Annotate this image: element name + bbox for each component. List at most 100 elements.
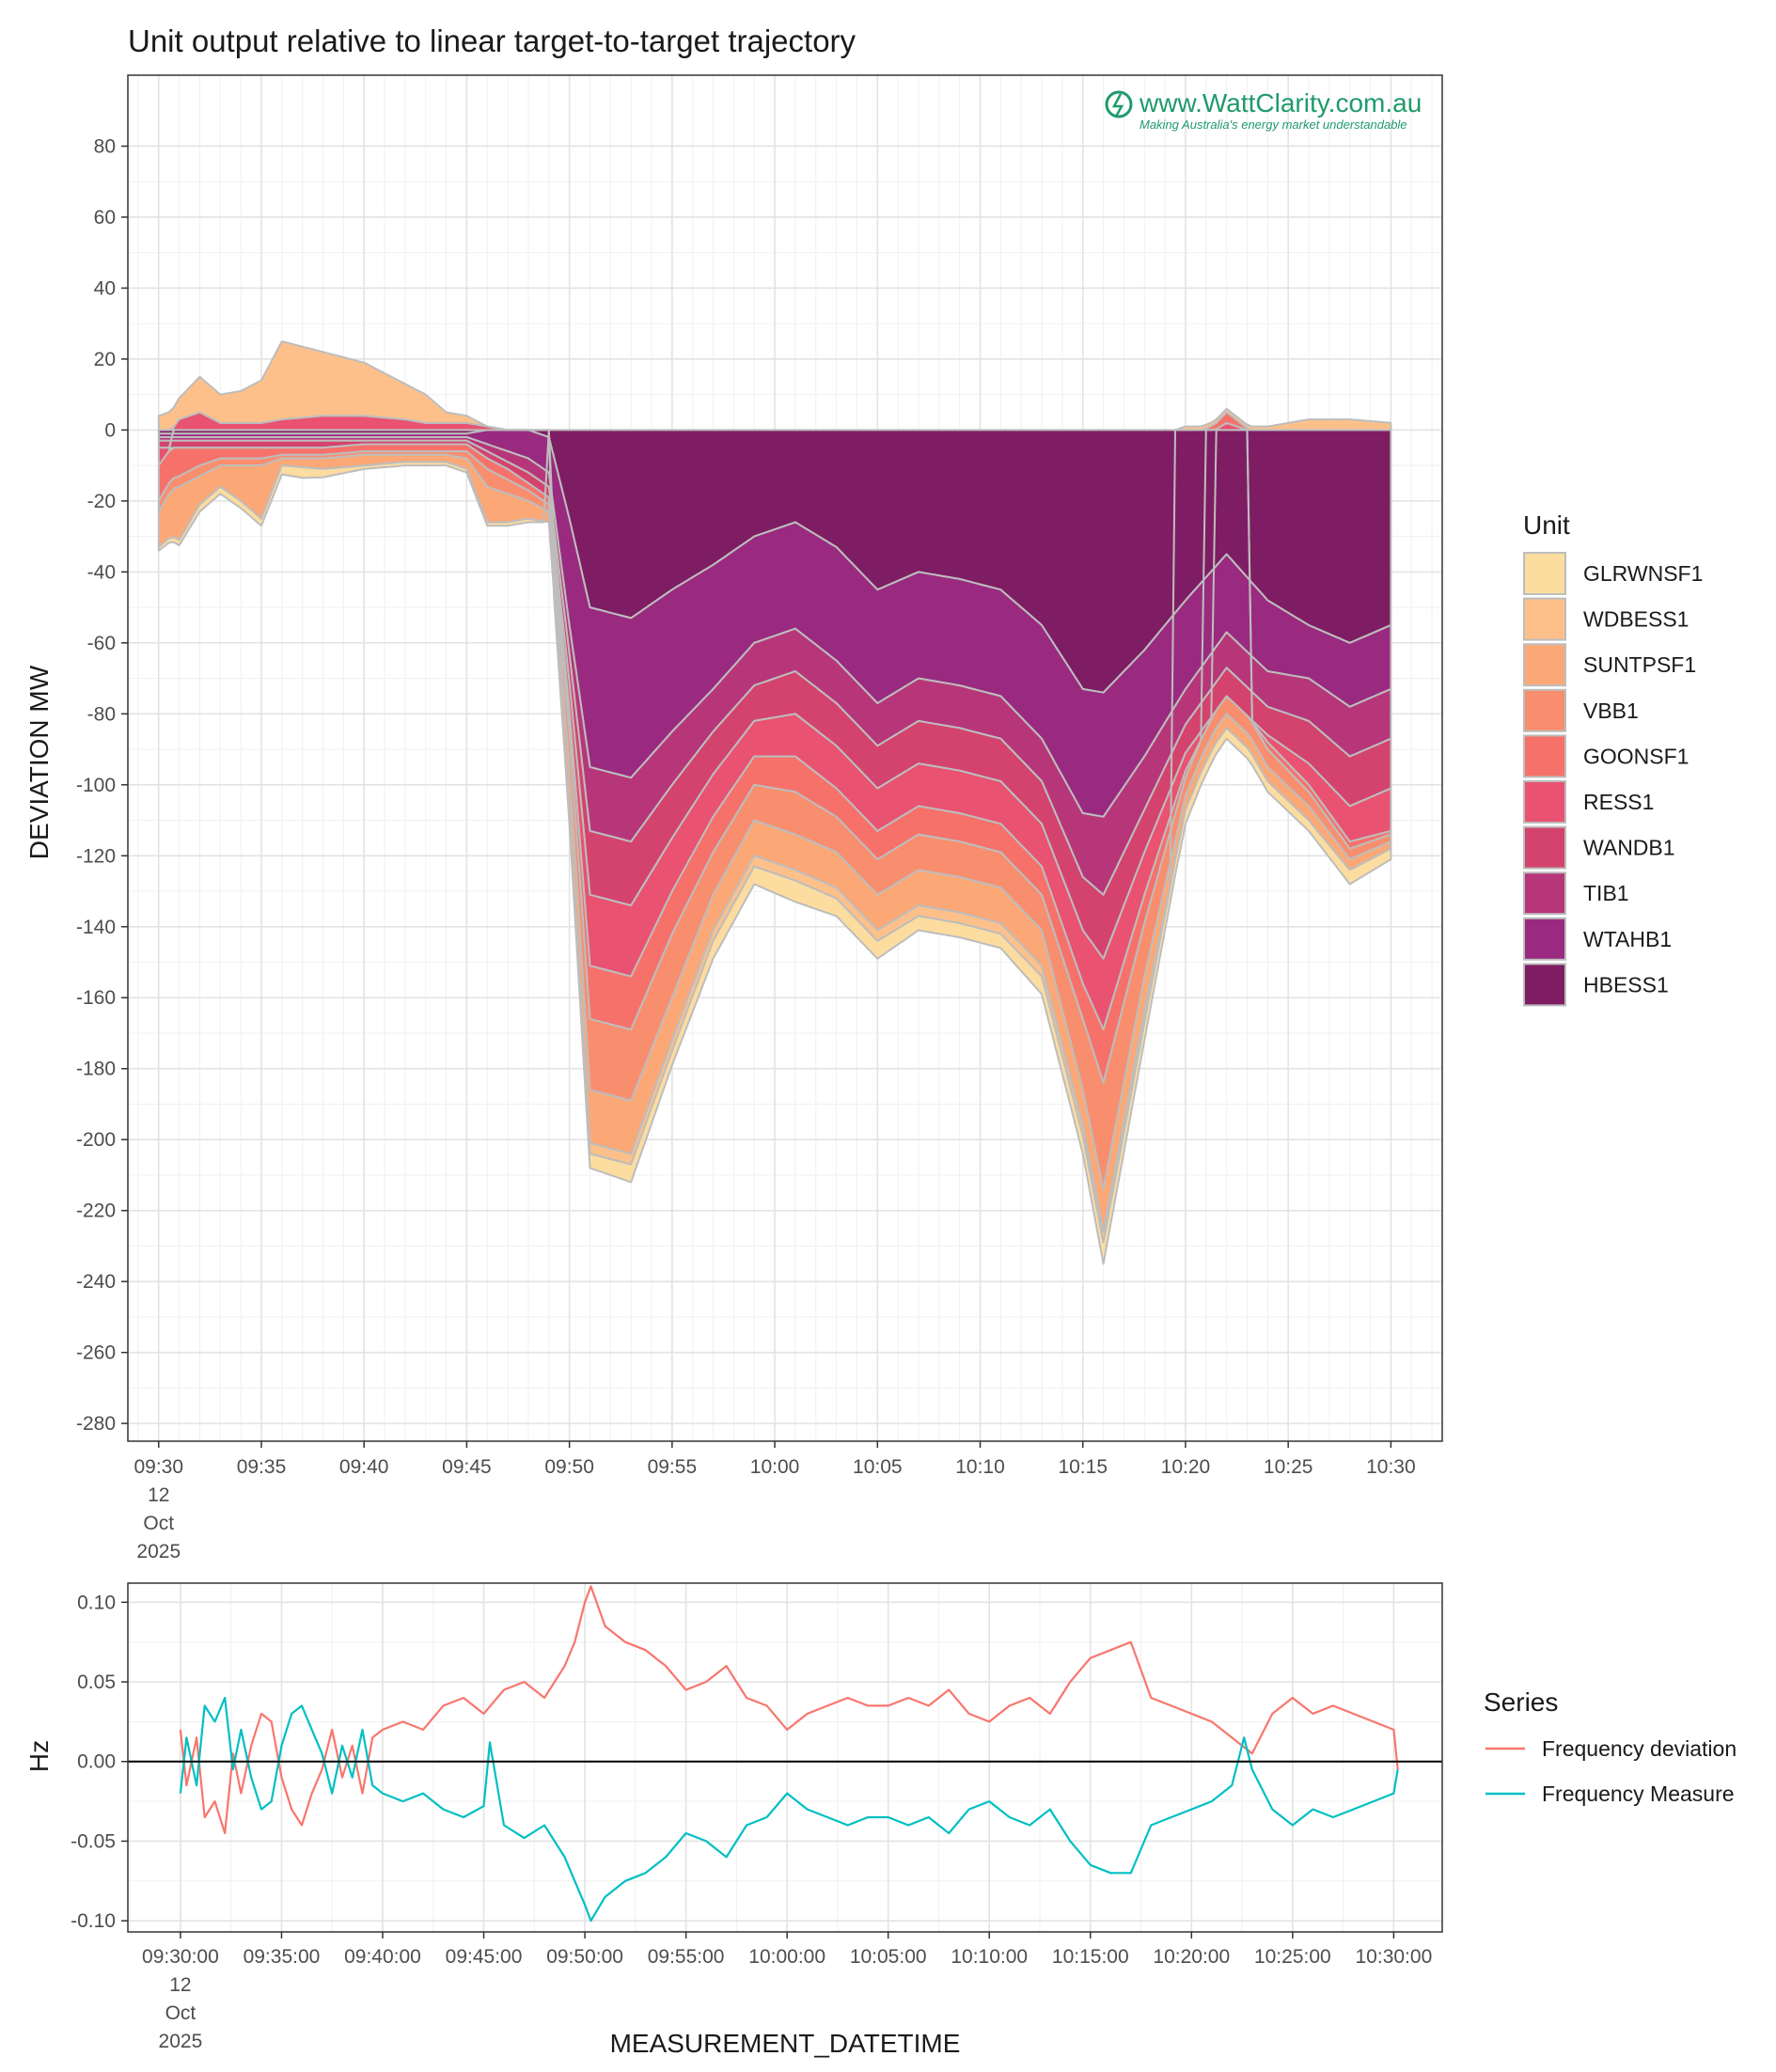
legend-key-glrwnsf1 <box>1523 552 1566 595</box>
top-x-tick-label: 10:15 <box>1058 1456 1108 1478</box>
bottom-x-tick-label: 10:10:00 <box>951 1946 1028 1968</box>
legend-label-vbb1: VBB1 <box>1583 699 1639 723</box>
legend-label-hbess1: HBESS1 <box>1583 972 1669 997</box>
bottom-x-tick-label: 10:20:00 <box>1153 1946 1230 1968</box>
bottom-date-line: Oct <box>165 2002 196 2024</box>
bottom-panel-border <box>127 1582 1443 1933</box>
bottom-y-tick-label: -0.05 <box>71 1830 116 1852</box>
watermark-bulb-icon <box>1105 90 1133 118</box>
unit-legend: GLRWNSF1 WDBESS1 SUNTPSF1 VBB1 GOONSF1 RESS1 W… <box>1523 552 1703 1007</box>
bottom-lines <box>128 1585 1442 1923</box>
bottom-x-tick-label: 10:15:00 <box>1052 1946 1129 1968</box>
top-x-tick-label: 10:20 <box>1161 1456 1211 1478</box>
bottom-x-axis-title: MEASUREMENT_DATETIME <box>610 2029 961 2058</box>
line-frequency-deviation <box>179 1585 1399 1835</box>
legend-key-ress1 <box>1523 780 1566 824</box>
bottom-x-tick-label: 09:50:00 <box>546 1946 623 1968</box>
top-y-tick-label: -20 <box>87 491 116 512</box>
top-y-tick-label: 60 <box>94 207 116 228</box>
bottom-y-tick-label: 0.05 <box>77 1672 116 1693</box>
top-x-tick-label: 10:05 <box>853 1456 903 1478</box>
watermark: www.WattClarity.com.au Making Australia'… <box>1105 88 1422 132</box>
legend-key-tib1 <box>1523 871 1566 916</box>
bottom-x-tick-label: 10:30:00 <box>1356 1946 1433 1968</box>
top-y-tick-label: -280 <box>76 1413 116 1435</box>
legend-key-goonsf1 <box>1523 734 1566 778</box>
top-date-line: Oct <box>143 1513 174 1534</box>
bottom-date-line: 12 <box>169 1974 191 1996</box>
top-y-tick-label: -220 <box>76 1201 116 1222</box>
legend-label-frequency-measure: Frequency Measure <box>1542 1782 1735 1806</box>
top-y-tick-label: -160 <box>76 987 116 1009</box>
bottom-y-axis-ticks: 0.10 0.05 0.00 -0.05 -0.10 <box>71 1592 128 1932</box>
legend-key-wdbess1 <box>1523 597 1566 641</box>
bottom-x-tick-label: 09:45:00 <box>446 1946 523 1968</box>
top-y-tick-label: 20 <box>94 349 116 370</box>
bottom-x-tick-label: 09:35:00 <box>244 1946 321 1968</box>
top-y-tick-label: 40 <box>94 277 116 299</box>
top-y-tick-label: -120 <box>76 845 116 867</box>
top-x-tick-label: 09:50 <box>544 1456 594 1478</box>
chart-title: Unit output relative to linear target-to… <box>128 24 857 58</box>
top-x-tick-label: 09:35 <box>237 1456 287 1478</box>
bottom-x-axis-ticks: 09:30:00 09:35:00 09:40:00 09:45:00 09:50:00… <box>142 1932 1432 1968</box>
top-y-tick-label: -100 <box>76 775 116 796</box>
series-legend: Frequency deviation Frequency Measure <box>1485 1736 1737 1806</box>
legend-label-wtahb1: WTAHB1 <box>1583 927 1672 951</box>
top-y-tick-label: 80 <box>94 135 116 157</box>
top-x-tick-label: 10:10 <box>955 1456 1005 1478</box>
top-stacked-areas <box>157 340 1392 1265</box>
top-y-axis-ticks: 80 60 40 20 0 -20 -40 -60 -80 -100 -120 -140 -160 -18… <box>76 135 128 1435</box>
legend-key-hbess1 <box>1523 963 1566 1007</box>
top-date-label: 12 Oct 2025 <box>136 1484 181 1562</box>
top-y-tick-label: -260 <box>76 1342 116 1364</box>
area-glrwnsf1 <box>157 429 1392 1265</box>
top-date-line: 2025 <box>136 1541 181 1562</box>
watermark-tagline: Making Australia's energy market underst… <box>1139 118 1407 132</box>
top-date-line: 12 <box>148 1484 169 1506</box>
top-y-tick-label: -240 <box>76 1271 116 1293</box>
legend-label-wdbess1: WDBESS1 <box>1583 607 1689 632</box>
legend-label-glrwnsf1: GLRWNSF1 <box>1583 561 1703 586</box>
top-x-tick-label: 10:30 <box>1366 1456 1416 1478</box>
line-frequency-measure <box>179 1696 1399 1923</box>
top-x-tick-label: 10:00 <box>750 1456 800 1478</box>
legend-label-tib1: TIB1 <box>1583 881 1629 905</box>
top-x-axis-ticks: 09:30 09:35 09:40 09:45 09:50 09:55 10:00 10:05… <box>134 1441 1416 1478</box>
legend-label-wandb1: WANDB1 <box>1583 836 1675 860</box>
legend-key-suntpsf1 <box>1523 643 1566 687</box>
top-x-tick-label: 09:30 <box>134 1456 183 1478</box>
bottom-y-tick-label: 0.10 <box>77 1592 116 1613</box>
top-x-tick-label: 09:40 <box>339 1456 389 1478</box>
bottom-y-axis-title: Hz <box>24 1740 54 1772</box>
top-y-tick-label: -200 <box>76 1129 116 1151</box>
bottom-date-line: 2025 <box>159 2031 203 2052</box>
top-x-tick-label: 09:45 <box>442 1456 492 1478</box>
top-y-axis-title: DEVIATION MW <box>24 665 54 859</box>
bottom-x-tick-label: 09:30:00 <box>142 1946 219 1968</box>
legend-key-wandb1 <box>1523 825 1566 870</box>
bottom-x-tick-label: 09:55:00 <box>648 1946 725 1968</box>
bottom-date-label: 12 Oct 2025 <box>159 1974 203 2052</box>
top-x-tick-label: 10:25 <box>1264 1456 1313 1478</box>
bottom-x-tick-label: 10:05:00 <box>850 1946 927 1968</box>
top-y-tick-label: -60 <box>87 633 116 654</box>
bottom-y-tick-label: 0.00 <box>77 1751 116 1773</box>
bottom-x-tick-label: 10:00:00 <box>748 1946 825 1968</box>
top-y-tick-label: -180 <box>76 1059 116 1080</box>
top-x-tick-label: 09:55 <box>648 1456 698 1478</box>
legend-key-wtahb1 <box>1523 917 1566 961</box>
watermark-url: www.WattClarity.com.au <box>1139 88 1422 118</box>
legend-label-ress1: RESS1 <box>1583 790 1654 814</box>
bottom-x-tick-label: 10:25:00 <box>1254 1946 1331 1968</box>
bottom-y-tick-label: -0.10 <box>71 1910 116 1932</box>
bottom-x-tick-label: 09:40:00 <box>344 1946 421 1968</box>
legend-key-vbb1 <box>1523 688 1566 732</box>
series-legend-title: Series <box>1484 1687 1558 1717</box>
top-y-tick-label: 0 <box>104 419 116 441</box>
legend-label-goonsf1: GOONSF1 <box>1583 744 1689 768</box>
top-y-tick-label: -40 <box>87 561 116 583</box>
legend-label-suntpsf1: SUNTPSF1 <box>1583 652 1696 677</box>
